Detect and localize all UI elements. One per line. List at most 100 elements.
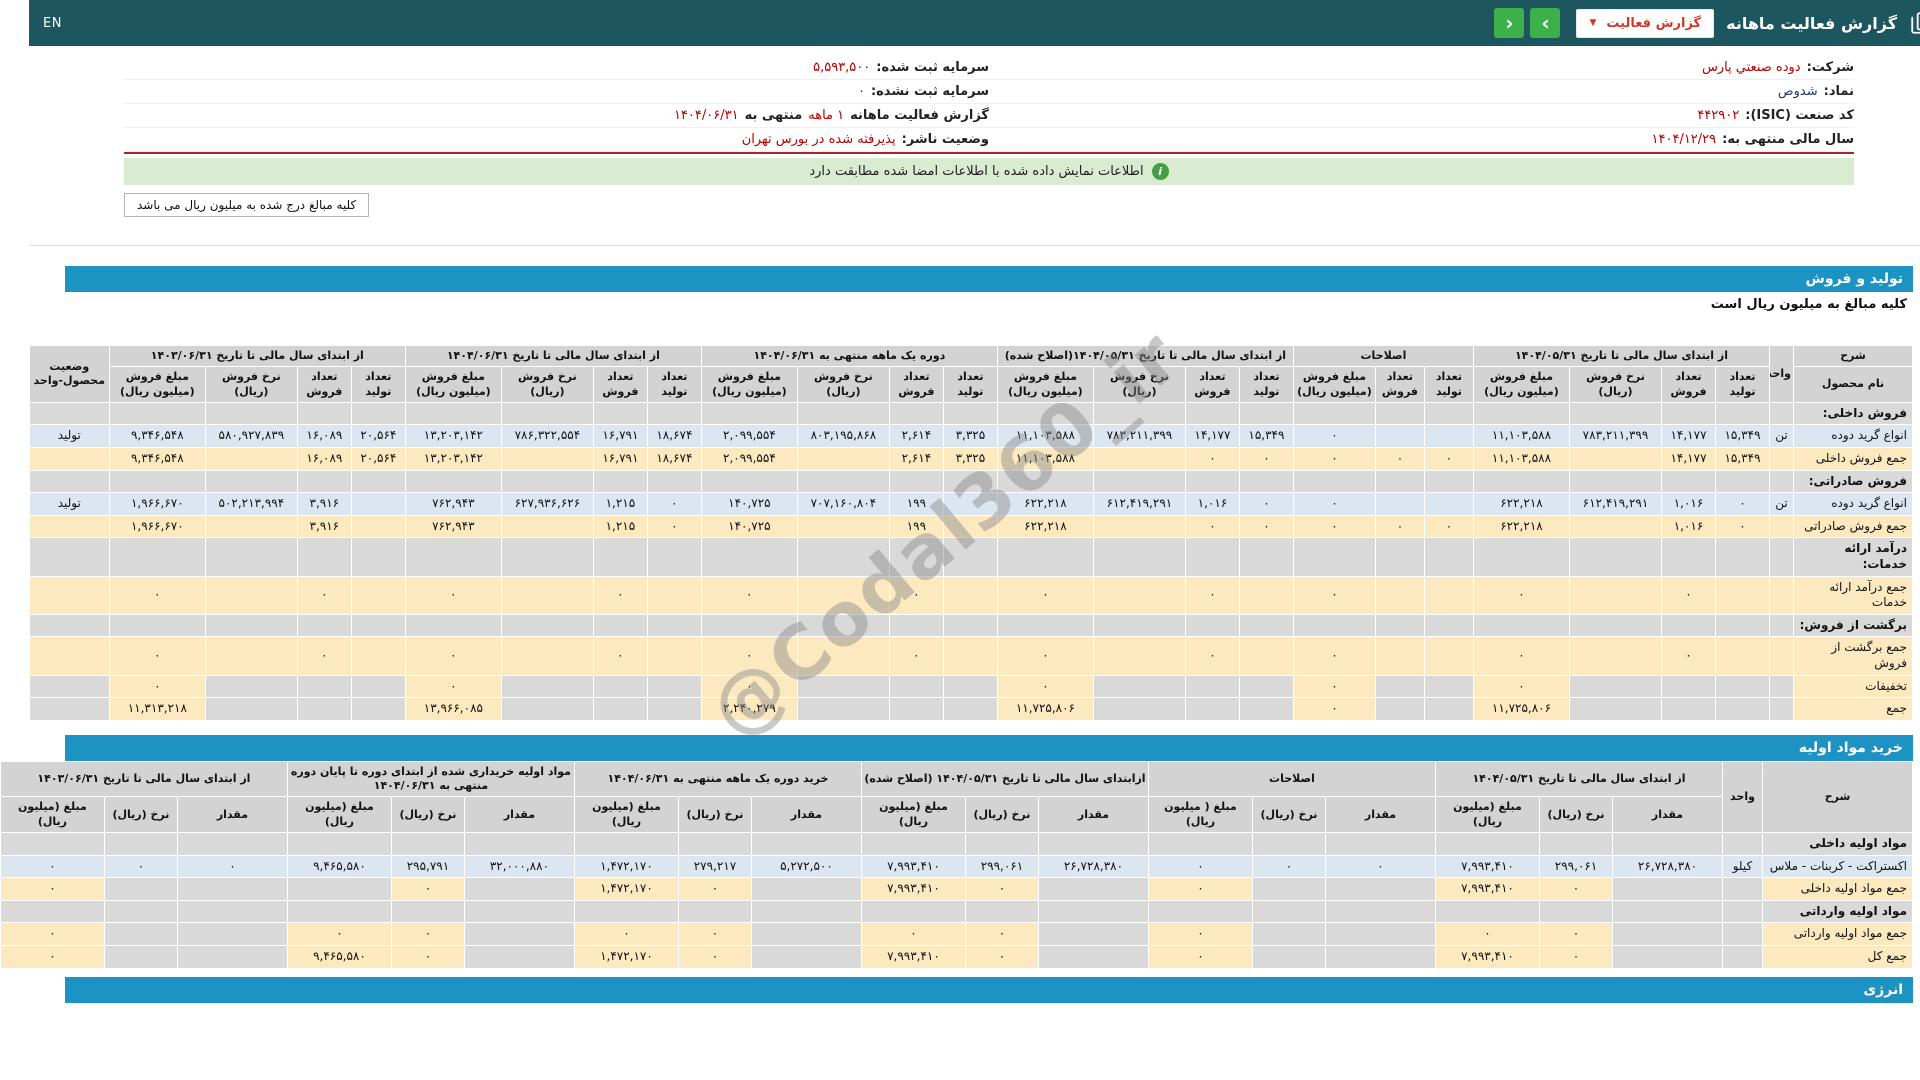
info-label: کد صنعت (ISIC): — [1716, 108, 1825, 123]
cell — [472, 614, 564, 637]
cell: ۰ — [1264, 675, 1346, 698]
column-header: نرخ (ریال) — [75, 797, 148, 833]
cell — [1694, 900, 1734, 923]
cell — [322, 675, 376, 698]
cell — [176, 637, 268, 675]
cell: ۲۷۹,۲۱۷ — [649, 855, 722, 878]
cell — [472, 675, 564, 698]
table-row: جمع فروش داخلی ۱۵,۳۴۹ ۱۴,۱۷۷ ۱۱,۱۰۳,۵۸۸ ۰ ۰ ۰ ۰… — [0, 448, 1883, 471]
info-label: نماد: — [1795, 84, 1825, 99]
cell: ۰ — [1119, 945, 1223, 968]
cell: ۲,۰۹۹,۵۵۴ — [672, 448, 768, 471]
cell — [258, 832, 362, 855]
table-row: درآمد ارائه خدمات: — [0, 538, 1883, 576]
cell — [968, 402, 1064, 425]
cell: ۰ — [1264, 576, 1346, 614]
column-header: ازابتدای سال مالی تا تاریخ ۱۴۰۴/۰۵/۳۱ (ا… — [832, 761, 1119, 797]
info-label: سرمایه ثبت نشده: — [842, 84, 960, 99]
cell — [148, 945, 258, 968]
cell: ۰ — [362, 923, 435, 946]
cell — [860, 402, 914, 425]
cell — [176, 675, 268, 698]
cell: ۳۲,۰۰۰,۸۸۰ — [435, 855, 545, 878]
cell: ۱,۰۱۶ — [1633, 515, 1687, 538]
cell — [362, 832, 435, 855]
cell — [80, 470, 176, 493]
cell — [1395, 698, 1444, 721]
cell: ۱۴,۱۷۷ — [1156, 425, 1210, 448]
cell — [1210, 698, 1264, 721]
next-report-button[interactable]: › — [1501, 8, 1531, 38]
cell — [722, 945, 832, 968]
cell — [768, 637, 860, 675]
cell — [472, 538, 564, 576]
cell — [914, 402, 968, 425]
cell — [860, 614, 914, 637]
status-cell: تولید — [0, 493, 80, 516]
cell: ۰ — [1444, 675, 1540, 698]
column-header: نرخ فروش (ریال) — [768, 367, 860, 403]
cell — [1584, 900, 1694, 923]
table-row: تخفیفات ۰ ۰ ۰ ۰ ۰ ۰ — [0, 675, 1883, 698]
cell — [618, 637, 672, 675]
cell — [914, 698, 968, 721]
cell: ۶۱۲,۴۱۹,۲۹۱ — [1064, 493, 1156, 516]
table-row: جمع برگشت از فروش ۰ ۰ ۰ ۰ ۰ ۰ ۰ ۰ ۰ ۰ ۰ — [0, 637, 1883, 675]
column-header: نرخ فروش (ریال) — [1064, 367, 1156, 403]
cell — [649, 900, 722, 923]
cell: ۰ — [1156, 448, 1210, 471]
row-label: انواع گرید دوده — [1765, 425, 1884, 448]
cell: ۰ — [1264, 448, 1346, 471]
cell: ۰ — [1511, 945, 1584, 968]
cell — [1584, 945, 1694, 968]
section-bar-sales: تولید و فروش — [36, 266, 1884, 292]
cell — [1064, 515, 1156, 538]
cell — [768, 448, 860, 471]
cell — [914, 470, 968, 493]
column-header: نرخ (ریال) — [1223, 797, 1296, 833]
cell — [936, 832, 1009, 855]
column-header: نرخ (ریال) — [362, 797, 435, 833]
cell — [914, 538, 968, 576]
row-label: جمع فروش داخلی — [1765, 448, 1884, 471]
cell — [1395, 402, 1444, 425]
cell — [768, 614, 860, 637]
cell — [376, 402, 472, 425]
cell — [1296, 900, 1406, 923]
cell: ۰ — [968, 576, 1064, 614]
cell — [80, 402, 176, 425]
report-type-dropdown[interactable]: گزارش فعالیت ▼ — [1547, 9, 1685, 38]
table-row: برگشت از فروش: — [0, 614, 1883, 637]
column-header: شرح — [1734, 761, 1884, 832]
section-bar-energy: انرژی — [36, 977, 1884, 1003]
cell — [1395, 470, 1444, 493]
cell: ۱۱,۳۱۳,۲۱۸ — [80, 698, 176, 721]
info-value: ۱۴۰۴/۰۶/۳۱ — [645, 108, 710, 123]
cell — [768, 698, 860, 721]
cell: ۱,۲۱۵ — [564, 515, 618, 538]
cell — [1541, 538, 1633, 576]
cell: ۰ — [1119, 855, 1223, 878]
cell — [1541, 698, 1633, 721]
unit-cell: کیلو — [1694, 855, 1734, 878]
column-header: مقدار — [1584, 797, 1694, 833]
cell — [1633, 538, 1687, 576]
cell — [1633, 698, 1687, 721]
column-header: مواد اولیه خریداری شده از ابتدای دوره تا… — [258, 761, 545, 797]
cell — [1064, 576, 1156, 614]
language-toggle[interactable]: EN — [14, 16, 33, 31]
cell — [564, 402, 618, 425]
cell — [1223, 923, 1296, 946]
report-copy-icon[interactable] — [1880, 10, 1906, 36]
column-header: تعداد فروش — [1156, 367, 1210, 403]
cell: ۰ — [564, 576, 618, 614]
cell — [1687, 470, 1741, 493]
amounts-note-wrap: کلیه مبالغ درج شده به میلیون ریال می باش… — [95, 193, 1920, 217]
cell: ۸۰۳,۱۹۵,۸۶۸ — [768, 425, 860, 448]
previous-report-button[interactable]: ‹ — [1465, 8, 1495, 38]
cell — [1687, 675, 1741, 698]
cell: ۱۴,۱۷۷ — [1633, 425, 1687, 448]
row-label: جمع — [1765, 698, 1884, 721]
cell: ۱۹۹ — [860, 515, 914, 538]
section-bar-materials: خرید مواد اولیه — [36, 735, 1884, 761]
